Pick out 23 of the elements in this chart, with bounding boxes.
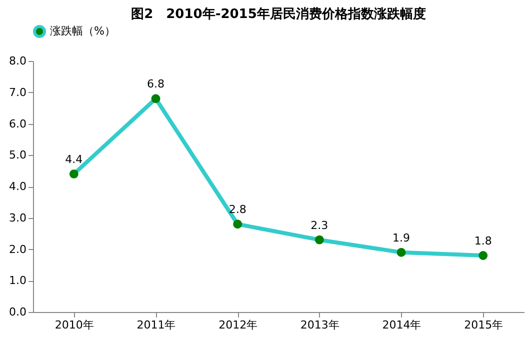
y-tick-label: 4.0 [9,180,26,193]
data-label: 1.8 [474,234,492,248]
data-label: 6.8 [147,78,164,91]
data-label: 4.4 [65,152,83,166]
data-label: 2.3 [310,218,328,232]
data-label: 2.8 [228,203,246,216]
chart-title: 图2 2010年-2015年居民消费价格指数涨跌幅度 [131,6,426,22]
y-tick-label: 1.0 [9,274,26,288]
x-tick-label: 2011年 [136,318,176,332]
data-label: 1.9 [392,231,410,244]
y-tick-label: 8.0 [9,54,26,68]
y-tick-label: 2.0 [9,242,26,256]
y-tick-label: 6.0 [9,117,26,130]
x-tick-label: 2012年 [218,318,258,332]
y-tick-label: 3.0 [9,211,26,224]
y-tick-label: 7.0 [9,86,26,99]
y-tick-label: 0.0 [9,306,26,318]
y-tick-label: 5.0 [9,148,26,162]
x-tick-label: 2015年 [464,318,504,332]
x-tick-label: 2010年 [54,318,94,332]
x-tick-label: 2014年 [382,318,422,332]
legend-label: 涨跌幅（%） [50,24,116,38]
x-tick-label: 2013年 [300,318,340,332]
